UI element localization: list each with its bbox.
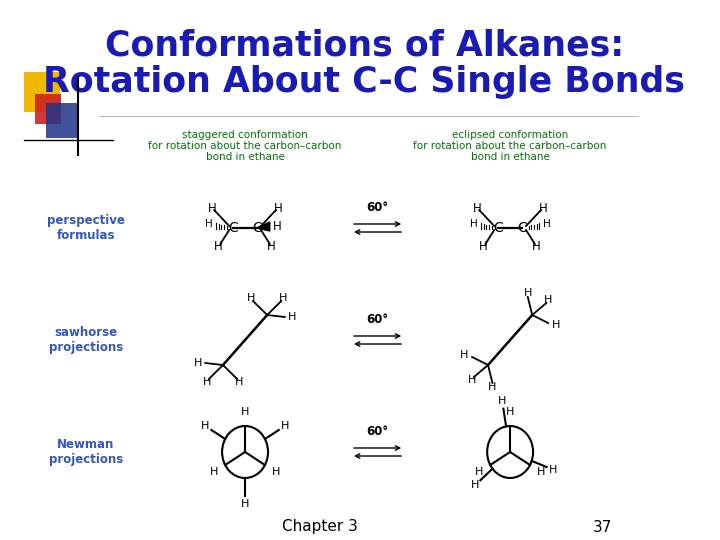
Text: C: C [228, 221, 238, 235]
Text: H: H [274, 201, 282, 214]
Text: H: H [241, 407, 249, 417]
Text: perspective
formulas: perspective formulas [47, 214, 125, 242]
Polygon shape [256, 222, 270, 231]
Text: H: H [460, 350, 469, 360]
Text: H: H [488, 382, 497, 392]
Text: H: H [552, 320, 560, 330]
Text: H: H [498, 396, 506, 406]
Text: H: H [201, 421, 210, 431]
Text: H: H [544, 295, 552, 305]
Text: H: H [247, 293, 256, 303]
Text: H: H [274, 219, 282, 233]
Bar [46, 103, 77, 138]
Text: H: H [235, 377, 243, 387]
Text: H: H [241, 499, 249, 509]
Bar [35, 94, 61, 124]
Text: H: H [532, 240, 541, 253]
Text: C: C [253, 221, 262, 235]
Bar [24, 72, 60, 112]
Text: H: H [279, 293, 287, 303]
Text: Rotation About C-C Single Bonds: Rotation About C-C Single Bonds [43, 65, 685, 99]
Text: H: H [210, 467, 219, 477]
Text: 60°: 60° [366, 201, 389, 214]
Text: Conformations of Alkanes:: Conformations of Alkanes: [105, 28, 624, 62]
Text: bond in ethane: bond in ethane [206, 152, 284, 162]
Text: H: H [208, 201, 217, 214]
Text: H: H [194, 358, 202, 368]
Text: H: H [471, 481, 479, 490]
Text: 37: 37 [593, 519, 613, 535]
Text: for rotation about the carbon–carbon: for rotation about the carbon–carbon [148, 141, 342, 151]
Text: H: H [468, 375, 477, 385]
Text: H: H [204, 219, 212, 229]
Text: staggered conformation: staggered conformation [182, 130, 308, 140]
Text: C: C [518, 221, 527, 235]
Text: H: H [480, 240, 488, 253]
Text: H: H [214, 240, 223, 253]
Text: H: H [287, 312, 296, 322]
Text: 60°: 60° [366, 313, 389, 326]
Text: sawhorse
projections: sawhorse projections [49, 326, 123, 354]
Text: H: H [473, 201, 482, 214]
Text: H: H [539, 201, 547, 214]
Text: H: H [281, 421, 289, 431]
Text: H: H [549, 465, 557, 475]
Text: H: H [271, 467, 280, 477]
Text: H: H [475, 467, 484, 477]
Text: H: H [536, 467, 545, 477]
Text: eclipsed conformation: eclipsed conformation [452, 130, 568, 140]
Text: bond in ethane: bond in ethane [471, 152, 549, 162]
Text: H: H [543, 219, 551, 229]
Text: Chapter 3: Chapter 3 [282, 519, 358, 535]
Text: for rotation about the carbon–carbon: for rotation about the carbon–carbon [413, 141, 607, 151]
Text: H: H [523, 288, 532, 298]
Text: 60°: 60° [366, 425, 389, 438]
Text: C: C [493, 221, 503, 235]
Text: Newman
projections: Newman projections [49, 438, 123, 466]
Text: H: H [203, 377, 211, 387]
Text: H: H [469, 219, 477, 229]
Text: H: H [267, 240, 276, 253]
Text: H: H [506, 407, 514, 417]
